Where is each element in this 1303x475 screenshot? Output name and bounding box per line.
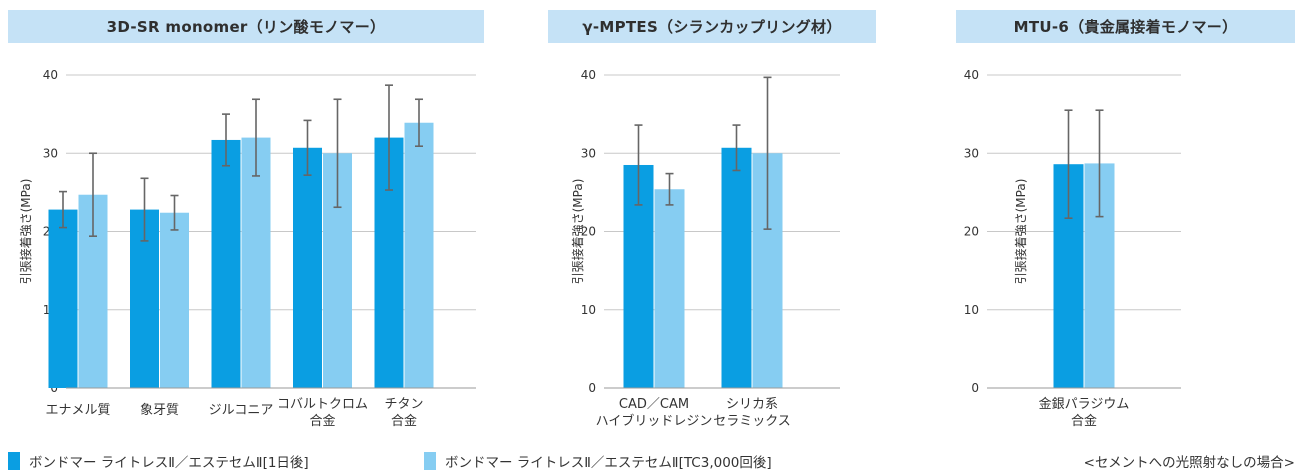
x-category-label: 合金 — [1071, 413, 1097, 429]
x-category-label: ジルコニア — [209, 403, 274, 418]
y-tick-label: 10 — [581, 303, 596, 317]
y-axis-label: 引張接着強さ(MPa) — [18, 179, 33, 285]
x-category-label: 象牙質 — [140, 403, 179, 418]
x-category-label: 合金 — [309, 413, 335, 429]
y-axis-label: 引張接着強さ(MPa) — [1013, 179, 1028, 285]
legend-item-day1: ボンドマー ライトレスⅡ／エステセムⅡ[1日後] — [8, 451, 309, 471]
x-category-label: コバルトクロム — [277, 397, 368, 412]
y-tick-label: 10 — [964, 303, 979, 317]
x-category-label: 合金 — [391, 413, 417, 429]
chart-panel-3dsr: 3D-SR monomer（リン酸モノマー） 010203040引張接着強さ(M… — [8, 0, 484, 448]
y-tick-label: 0 — [588, 381, 596, 395]
chart-title-mptes: γ-MPTES（シランカップリング材） — [548, 10, 876, 43]
legend-swatch-tc3000 — [424, 452, 436, 470]
x-category-label: CAD／CAM — [619, 397, 689, 412]
y-tick-label: 20 — [581, 225, 596, 239]
chart-panel-mptes: γ-MPTES（シランカップリング材） 0 10 20 30 40 引張接着強さ(MPa)… — [548, 0, 876, 448]
bar-tc3000 — [241, 137, 271, 388]
bar-day1 — [48, 209, 78, 388]
x-category-label: 金銀パラジウム — [1039, 396, 1130, 412]
bar-day1 — [211, 139, 241, 388]
y-tick-label: 20 — [964, 225, 979, 239]
x-category-label: エナメル質 — [45, 403, 110, 418]
bar-tc3000 — [160, 212, 189, 388]
legend-label-day1: ボンドマー ライトレスⅡ／エステセムⅡ[1日後] — [29, 455, 309, 471]
bar-tc3000 — [654, 189, 685, 388]
y-tick-label: 40 — [43, 68, 58, 82]
bar-day1 — [293, 147, 322, 388]
y-tick-label: 30 — [581, 146, 596, 160]
y-axis-label: 引張接着強さ(MPa) — [570, 179, 585, 285]
condition-note: <セメントへの光照射なしの場合> — [1083, 455, 1295, 471]
x-category-label: チタン — [384, 397, 423, 412]
y-tick-label: 0 — [971, 381, 979, 395]
chart-title-3dsr: 3D-SR monomer（リン酸モノマー） — [8, 10, 484, 43]
bar-tc3000 — [404, 122, 434, 389]
chart-panel-mtu6: MTU-6（貴金属接着モノマー） 0 10 20 30 40 引張接着強さ(MPa) 金銀パ… — [956, 0, 1295, 448]
chart-3dsr: 010203040引張接着強さ(MPa)エナメル質象牙質ジルコニアコバルトクロム… — [18, 68, 476, 429]
legend-swatch-day1 — [8, 452, 20, 470]
chart-title-mtu6: MTU-6（貴金属接着モノマー） — [956, 10, 1295, 43]
y-tick-label: 40 — [964, 68, 979, 82]
chart-mptes: 0 10 20 30 40 引張接着強さ(MPa) CAD／CAMハイブリッドレジンシリカ系… — [570, 68, 840, 429]
y-tick-label: 30 — [964, 146, 979, 160]
x-category-label: シリカ系 — [726, 397, 778, 412]
y-tick-label: 30 — [43, 146, 58, 160]
bar-day1 — [721, 147, 752, 388]
legend-item-tc3000: ボンドマー ライトレスⅡ／エステセムⅡ[TC3,000回後] — [424, 451, 772, 471]
legend-label-tc3000: ボンドマー ライトレスⅡ／エステセムⅡ[TC3,000回後] — [445, 455, 772, 471]
x-category-label: セラミックス — [713, 414, 791, 429]
x-category-label: ハイブリッドレジン — [596, 413, 713, 429]
y-tick-label: 40 — [581, 68, 596, 82]
